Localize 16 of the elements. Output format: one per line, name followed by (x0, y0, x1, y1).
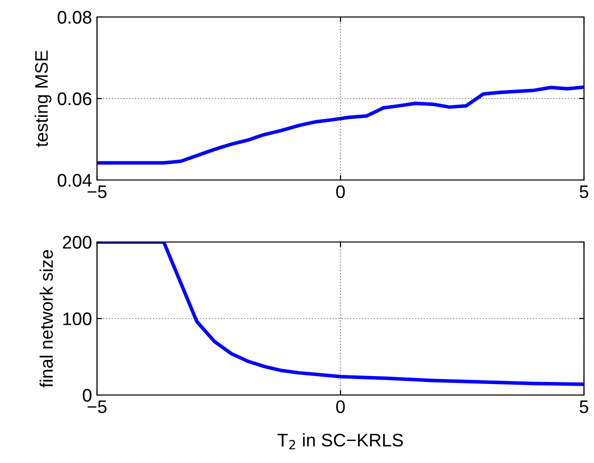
x-tick-label: 0 (336, 185, 345, 198)
y-tick-label: 0.08 (58, 10, 92, 24)
y-tick-label: 100 (63, 312, 92, 326)
y-axis-title: testing MSE (34, 50, 52, 147)
y-axis-title: final network size (40, 250, 53, 388)
x-axis-title: T$_{2}$ in SC−KRLS (278, 433, 403, 450)
y-tick-label: 0 (82, 388, 92, 402)
y-tick-label: 0.04 (58, 174, 92, 187)
y-tick-label: 0.06 (58, 92, 92, 106)
line-series (97, 85, 584, 165)
x-tick-label: −5 (88, 186, 107, 198)
x-tick-label: 5 (580, 400, 588, 414)
y-tick-label: 200 (62, 236, 92, 249)
x-tick-label: 0 (336, 400, 345, 414)
x-tick-label: −5 (88, 400, 107, 414)
x-tick-label: 5 (580, 186, 588, 198)
